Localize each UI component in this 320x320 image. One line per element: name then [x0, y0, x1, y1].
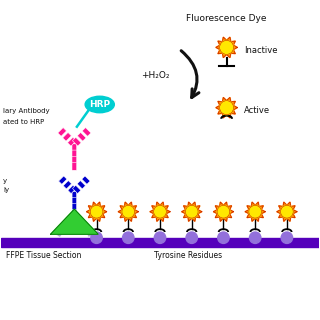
Polygon shape: [51, 209, 98, 234]
Text: Active: Active: [244, 106, 270, 115]
Polygon shape: [277, 202, 297, 221]
FancyBboxPatch shape: [72, 150, 77, 158]
Circle shape: [123, 232, 134, 244]
Circle shape: [122, 205, 135, 218]
Text: Inactive: Inactive: [244, 46, 277, 55]
FancyBboxPatch shape: [85, 229, 92, 237]
Polygon shape: [86, 202, 107, 221]
Polygon shape: [216, 37, 237, 58]
Text: Tyrosine Residues: Tyrosine Residues: [154, 252, 222, 260]
Text: ated to HRP: ated to HRP: [3, 119, 44, 125]
FancyBboxPatch shape: [72, 163, 77, 170]
Polygon shape: [213, 202, 234, 221]
FancyBboxPatch shape: [72, 156, 77, 164]
FancyBboxPatch shape: [57, 229, 63, 237]
Ellipse shape: [85, 96, 114, 113]
FancyBboxPatch shape: [62, 225, 69, 233]
Bar: [1, 238, 319, 247]
FancyBboxPatch shape: [58, 128, 66, 136]
Circle shape: [250, 232, 261, 244]
Circle shape: [91, 232, 102, 244]
Circle shape: [154, 205, 166, 218]
Text: ly: ly: [3, 187, 9, 193]
FancyBboxPatch shape: [82, 176, 90, 184]
Text: HRP: HRP: [89, 100, 110, 109]
FancyBboxPatch shape: [73, 185, 81, 194]
FancyArrowPatch shape: [181, 51, 199, 98]
FancyBboxPatch shape: [72, 203, 76, 211]
FancyBboxPatch shape: [72, 209, 76, 217]
Circle shape: [186, 232, 197, 244]
FancyBboxPatch shape: [68, 137, 76, 146]
Text: Fluorescence Dye: Fluorescence Dye: [186, 14, 267, 23]
FancyBboxPatch shape: [77, 181, 85, 189]
Polygon shape: [118, 202, 139, 221]
FancyBboxPatch shape: [79, 225, 86, 233]
Polygon shape: [216, 97, 237, 118]
Circle shape: [154, 232, 166, 244]
Circle shape: [185, 205, 198, 218]
Polygon shape: [150, 202, 170, 221]
FancyBboxPatch shape: [68, 221, 75, 229]
FancyBboxPatch shape: [68, 185, 76, 194]
FancyBboxPatch shape: [72, 197, 76, 204]
Circle shape: [220, 40, 234, 54]
FancyBboxPatch shape: [82, 128, 91, 136]
FancyBboxPatch shape: [72, 144, 77, 151]
Circle shape: [249, 205, 261, 218]
Text: lary Antibody: lary Antibody: [3, 108, 50, 114]
FancyBboxPatch shape: [73, 137, 81, 146]
Text: FFPE Tissue Section: FFPE Tissue Section: [6, 252, 82, 260]
FancyBboxPatch shape: [63, 181, 71, 189]
FancyBboxPatch shape: [59, 176, 67, 184]
FancyBboxPatch shape: [77, 132, 86, 141]
Polygon shape: [181, 202, 202, 221]
Circle shape: [217, 205, 230, 218]
Circle shape: [90, 205, 103, 218]
Text: +H₂O₂: +H₂O₂: [141, 71, 170, 80]
Circle shape: [281, 205, 293, 218]
Polygon shape: [245, 202, 265, 221]
Circle shape: [218, 232, 229, 244]
FancyBboxPatch shape: [72, 191, 76, 199]
Text: y: y: [3, 178, 7, 184]
FancyBboxPatch shape: [63, 132, 71, 141]
Circle shape: [220, 101, 234, 115]
Circle shape: [281, 232, 292, 244]
FancyBboxPatch shape: [74, 221, 81, 229]
